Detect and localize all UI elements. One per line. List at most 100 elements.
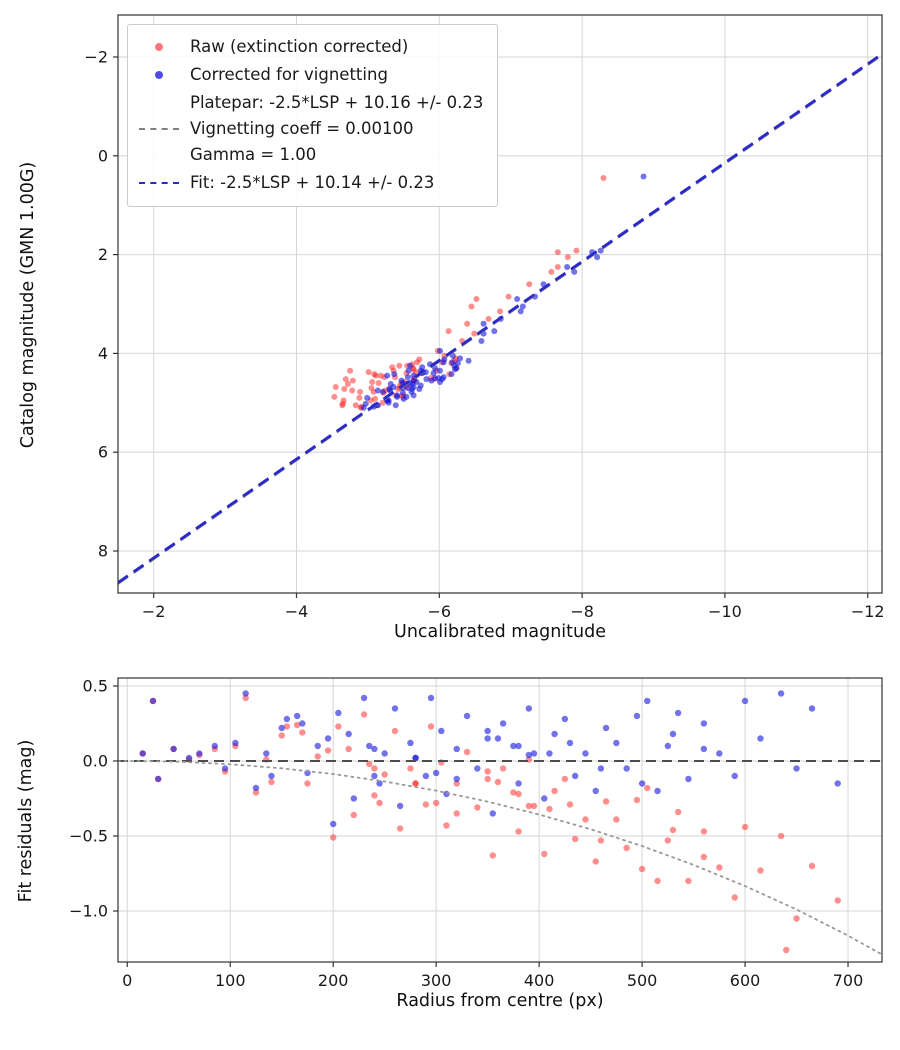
vignetting-corrected-point xyxy=(405,367,412,374)
vignetting-corrected-point xyxy=(392,402,399,409)
raw-point xyxy=(445,328,452,335)
vignetting-residuals-point xyxy=(654,787,661,795)
platepar-line1: Platepar: -2.5*LSP + 10.16 +/- 0.23 xyxy=(190,93,484,113)
legend-label-raw: Raw (extinction corrected) xyxy=(190,37,409,56)
raw-point xyxy=(485,315,492,322)
y-tick-label: 0.0 xyxy=(83,751,108,770)
raw-residuals-point xyxy=(777,832,785,840)
raw-residuals-point xyxy=(515,828,522,835)
vignetting-residuals-point xyxy=(268,772,275,780)
raw-point xyxy=(368,384,375,391)
legend-item-raw: Raw (extinction corrected) xyxy=(136,34,483,60)
vignetting-residuals-point xyxy=(494,735,502,742)
vignetting-residuals-point xyxy=(396,802,404,810)
vignetting-corrected-point xyxy=(457,355,464,362)
x-tick-label: −6 xyxy=(428,602,452,621)
raw-residuals-point xyxy=(731,894,738,901)
platepar-dash-icon xyxy=(136,128,182,131)
vignetting-residuals-point xyxy=(777,690,785,697)
vignetting-residuals-point xyxy=(551,730,558,738)
raw-residuals-point xyxy=(561,775,569,783)
raw-point xyxy=(600,175,607,182)
vignetting-residuals-point xyxy=(602,724,610,732)
vignetting-corrected-point xyxy=(408,388,415,395)
vignetting-residuals-point xyxy=(221,765,229,772)
raw-residuals-point xyxy=(360,711,368,718)
vignetting-residuals-point xyxy=(834,780,841,787)
raw-residuals-point xyxy=(685,877,692,885)
fit-dash-icon xyxy=(136,182,182,185)
vignetting-residuals-point xyxy=(196,750,203,757)
vignetting-residuals-point xyxy=(371,745,378,753)
vignetting-corrected-point xyxy=(374,387,381,394)
raw-point xyxy=(396,362,403,369)
raw-residuals-point xyxy=(366,760,373,768)
raw-residuals-point xyxy=(283,723,291,730)
vignetting-residuals-point xyxy=(700,745,708,753)
x-tick-label: 600 xyxy=(730,971,761,990)
raw-residuals-point xyxy=(541,850,548,858)
vignetting-corrected-point xyxy=(437,347,444,354)
vignetting-corrected-point xyxy=(480,320,487,327)
vignetting-marker-icon xyxy=(136,71,182,80)
vignetting-residuals-point xyxy=(170,745,177,753)
raw-residuals-point xyxy=(669,826,677,834)
raw-residuals-point xyxy=(329,834,337,841)
vignetting-corrected-point xyxy=(640,173,647,180)
vignetting-residuals-point xyxy=(741,697,749,705)
vignetting-corrected-point xyxy=(517,308,524,315)
vignetting-residuals-point xyxy=(669,730,677,738)
vignetting-residuals-point xyxy=(525,705,533,712)
legend-label-vignetting: Corrected for vignetting xyxy=(190,65,388,85)
raw-residuals-point xyxy=(515,790,522,798)
vignetting-residuals-point xyxy=(664,742,672,750)
vignetting-residuals-point xyxy=(432,769,440,777)
vignetting-corrected-point xyxy=(437,367,444,374)
raw-residuals-point xyxy=(613,816,620,823)
vignetting-residuals-point xyxy=(623,765,630,772)
raw-residuals-point xyxy=(664,837,672,844)
vignetting-corrected-point xyxy=(404,374,411,381)
raw-residuals-point xyxy=(422,801,430,808)
vignetting-residuals-point xyxy=(484,727,491,735)
raw-residuals-point xyxy=(716,864,723,871)
raw-residuals-point xyxy=(674,808,682,816)
vignetting-corrected-point xyxy=(416,385,423,392)
vignetting-residuals-point xyxy=(515,742,522,750)
y-tick-label: 0 xyxy=(98,146,108,165)
raw-residuals-point xyxy=(407,765,414,772)
vignetting-residuals-point xyxy=(633,712,641,720)
vignetting-residuals-point xyxy=(731,772,738,780)
x-tick-label: 100 xyxy=(215,971,246,990)
raw-residuals-point xyxy=(252,789,260,796)
x-tick-label: −4 xyxy=(285,602,309,621)
raw-residuals-point xyxy=(350,811,357,819)
raw-marker-icon xyxy=(136,43,182,52)
x-tick-label: 400 xyxy=(524,971,555,990)
legend-item-fit: Fit: -2.5*LSP + 10.14 +/- 0.23 xyxy=(136,170,483,196)
vignetting-residuals-point xyxy=(463,712,471,720)
vignetting-residuals-point xyxy=(299,720,306,727)
raw-point xyxy=(389,364,396,371)
vignetting-residuals-point xyxy=(366,742,373,750)
raw-point xyxy=(564,254,571,261)
raw-residuals-point xyxy=(242,694,249,702)
raw-point xyxy=(554,263,561,270)
vignetting-corrected-point xyxy=(362,400,369,407)
raw-residuals-point xyxy=(793,915,800,922)
raw-residuals-point xyxy=(741,823,749,831)
raw-residuals-point xyxy=(499,765,507,772)
vignetting-residuals-point xyxy=(350,795,357,802)
y-tick-label: −1.0 xyxy=(69,901,108,920)
vignetting-residuals-point xyxy=(391,705,399,712)
raw-point xyxy=(414,359,421,366)
raw-residuals-point xyxy=(324,747,332,754)
vignetting-residuals-point xyxy=(644,697,651,705)
raw-residuals-point xyxy=(644,784,651,792)
raw-residuals-point xyxy=(381,771,388,778)
raw-point xyxy=(349,377,356,384)
raw-residuals-point xyxy=(299,729,306,736)
raw-point xyxy=(365,369,372,376)
raw-residuals-point xyxy=(571,835,579,843)
raw-residuals-point xyxy=(700,828,708,835)
